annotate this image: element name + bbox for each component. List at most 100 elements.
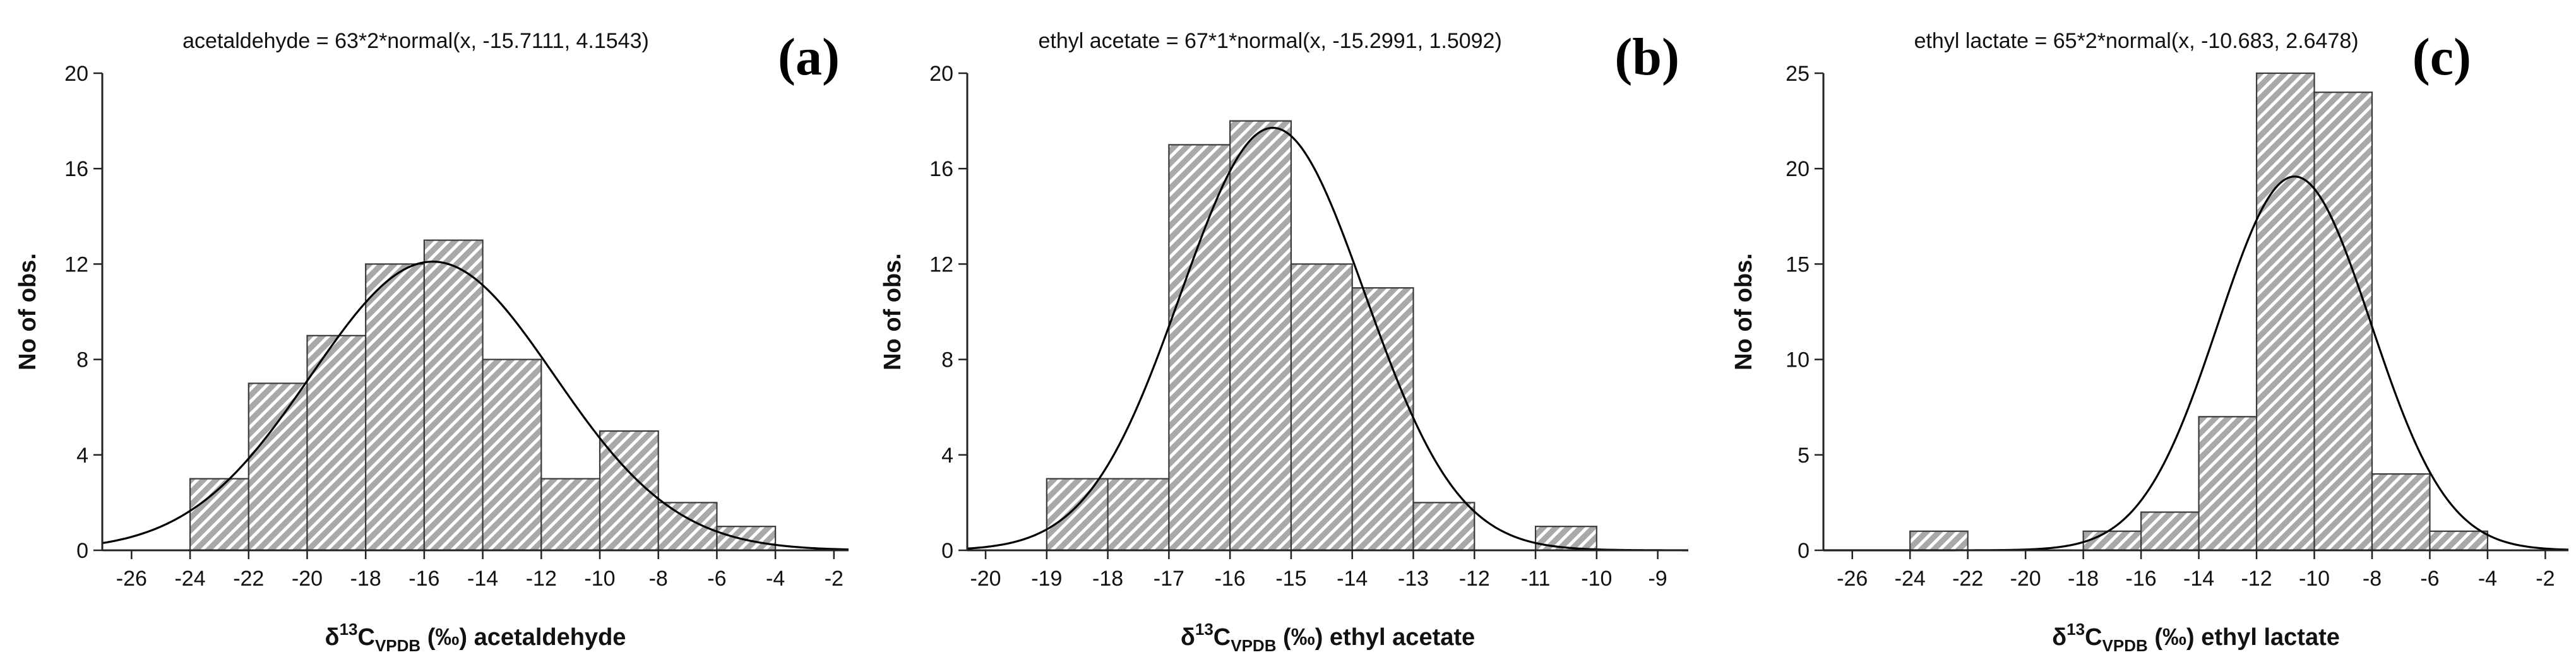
- x-tick-label: -26: [116, 567, 147, 591]
- x-axis-label: δ13CVPDB (‰) ethyl lactate: [2052, 620, 2340, 655]
- x-tick-label: -9: [1648, 567, 1667, 591]
- x-tick-label: -15: [1275, 567, 1306, 591]
- x-tick-label: -10: [1581, 567, 1612, 591]
- x-tick-label: -4: [2478, 567, 2497, 591]
- x-tick-label: -19: [1031, 567, 1062, 591]
- x-tick-label: -6: [707, 567, 726, 591]
- histogram-bar: [306, 334, 367, 552]
- normal-fit-curve: [967, 126, 1688, 552]
- x-tick-label: -12: [1459, 567, 1490, 591]
- y-tick-label: 5: [1798, 444, 1810, 468]
- histogram-bar: [1229, 120, 1292, 552]
- histogram-bar: [1909, 530, 1969, 552]
- y-tick-label: 25: [1786, 62, 1810, 86]
- x-tick-label: -8: [649, 567, 668, 591]
- y-axis-label: No of obs.: [880, 253, 906, 370]
- y-tick-label: 20: [1786, 157, 1810, 181]
- x-tick-label: -10: [584, 567, 615, 591]
- histogram-bar: [2140, 511, 2200, 552]
- x-tick-label: -18: [350, 567, 381, 591]
- histogram-bar: [1412, 502, 1476, 552]
- histogram-bar: [247, 382, 308, 552]
- y-tick-label: 12: [64, 252, 88, 276]
- x-tick-label: -22: [1952, 567, 1983, 591]
- x-tick-label: -20: [2010, 567, 2041, 591]
- histogram-panel: 0 4 8 12 16 20 -20 -19 -18 -17 -16 -15 -14 -13 -12 -11 -…: [880, 28, 1688, 655]
- x-tick-label: -14: [467, 567, 498, 591]
- x-tick-label: -16: [2126, 567, 2157, 591]
- y-tick-label: 4: [76, 444, 88, 468]
- x-tick-label: -18: [2068, 567, 2099, 591]
- x-tick-label: -17: [1154, 567, 1184, 591]
- histogram-bar: [1046, 478, 1109, 552]
- histogram-bar: [1107, 478, 1170, 552]
- histogram-bar: [540, 478, 601, 552]
- x-tick-label: -11: [1521, 567, 1551, 591]
- histogram-bar: [482, 358, 542, 552]
- normal-fit-curve: [102, 261, 849, 551]
- histogram-bar: [423, 239, 484, 552]
- histogram-bar: [716, 526, 777, 552]
- histogram-bar: [1290, 263, 1353, 552]
- x-tick-label: -14: [2183, 567, 2214, 591]
- x-tick-label: -12: [2241, 567, 2272, 591]
- x-tick-label: -24: [174, 567, 205, 591]
- histogram-bar: [1168, 144, 1231, 552]
- y-tick-label: 8: [76, 348, 88, 372]
- x-tick-label: -20: [970, 567, 1001, 591]
- chart-title: acetaldehyde = 63*2*normal(x, -15.7111, …: [182, 29, 649, 53]
- x-tick-label: -6: [2420, 567, 2439, 591]
- x-tick-label: -20: [292, 567, 323, 591]
- histogram-bar: [189, 478, 249, 552]
- y-tick-label: 4: [941, 444, 953, 468]
- chart-title: ethyl lactate = 65*2*normal(x, -10.683, …: [1914, 29, 2359, 53]
- x-axis-label: δ13CVPDB (‰) ethyl acetate: [1181, 620, 1475, 655]
- y-tick-label: 10: [1786, 348, 1810, 372]
- histogram-bar: [365, 263, 425, 552]
- y-tick-label: 16: [929, 157, 953, 181]
- x-tick-label: -13: [1398, 567, 1429, 591]
- histogram-panel: 0 4 8 12 16 20 -26 -24 -22 -20 -18 -16 -14 -12 -10 -8 -6…: [15, 28, 849, 655]
- x-tick-label: -16: [1215, 567, 1246, 591]
- panel-label: (c): [2412, 28, 2471, 86]
- x-tick-label: -16: [408, 567, 439, 591]
- histogram-bar: [1534, 526, 1597, 552]
- x-tick-label: -24: [1895, 567, 1926, 591]
- x-tick-label: -26: [1837, 567, 1868, 591]
- x-tick-label: -4: [766, 567, 785, 591]
- x-tick-label: -12: [526, 567, 557, 591]
- x-tick-label: -10: [2299, 567, 2330, 591]
- histogram-bar: [2198, 416, 2258, 552]
- histogram-bar: [657, 502, 718, 552]
- histogram-panel: 0 5 10 15 20 25 -26 -24 -22 -20 -18 -16 -14 -12 -10 -8 -…: [1731, 28, 2569, 655]
- histogram-bar: [2371, 473, 2431, 552]
- y-tick-label: 20: [64, 62, 88, 86]
- y-axis-label: No of obs.: [15, 253, 41, 370]
- y-tick-label: 20: [929, 62, 953, 86]
- x-tick-label: -2: [825, 567, 844, 591]
- y-tick-label: 16: [64, 157, 88, 181]
- normal-fit-curve: [1823, 175, 2569, 552]
- chart-title: ethyl acetate = 67*1*normal(x, -15.2991,…: [1038, 29, 1501, 53]
- y-tick-label: 0: [941, 539, 953, 563]
- y-tick-label: 0: [76, 539, 88, 563]
- y-tick-label: 8: [941, 348, 953, 372]
- histogram-bar: [1351, 287, 1414, 552]
- histogram-bar: [2255, 72, 2315, 552]
- y-axis-label: No of obs.: [1731, 253, 1757, 370]
- x-tick-label: -8: [2363, 567, 2382, 591]
- histogram-bar: [2313, 92, 2373, 552]
- x-tick-label: -22: [233, 567, 264, 591]
- panel-label: (a): [778, 28, 840, 86]
- x-tick-label: -18: [1092, 567, 1123, 591]
- y-tick-label: 15: [1786, 252, 1810, 276]
- x-tick-label: -14: [1337, 567, 1368, 591]
- y-tick-label: 0: [1798, 539, 1810, 563]
- x-axis-label: δ13CVPDB (‰) acetaldehyde: [325, 620, 626, 655]
- x-tick-label: -2: [2536, 567, 2555, 591]
- y-tick-label: 12: [929, 252, 953, 276]
- histogram-bar: [2082, 530, 2142, 552]
- histogram-bar: [2429, 530, 2489, 552]
- panel-label: (b): [1614, 28, 1679, 86]
